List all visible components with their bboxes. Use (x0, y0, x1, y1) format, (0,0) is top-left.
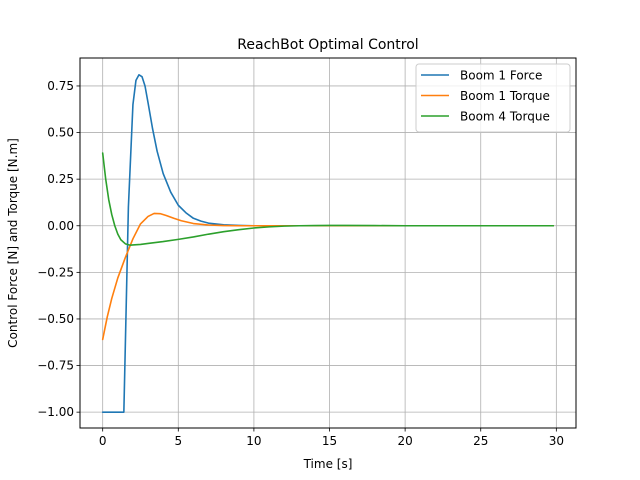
y-tick-label: −1.00 (37, 405, 74, 419)
x-tick-label: 25 (473, 434, 488, 448)
legend: Boom 1 Force Boom 1 Torque Boom 4 Torque (415, 63, 571, 133)
legend-box (415, 63, 571, 133)
y-tick-label: 0.75 (47, 79, 74, 93)
x-tick-label: 30 (549, 434, 564, 448)
x-tick-label: 10 (246, 434, 261, 448)
grid (80, 58, 576, 428)
y-tick-label: 0.25 (47, 172, 74, 186)
series-group (101, 73, 555, 413)
series-line-3 (101, 152, 555, 246)
x-tick-label: 5 (174, 434, 182, 448)
legend-label-3: Boom 4 Torque (460, 110, 550, 124)
chart-title: ReachBot Optimal Control (237, 37, 418, 53)
x-axis-label: Time [s] (303, 457, 353, 471)
y-tick-label: −0.75 (37, 359, 74, 373)
plot-frame (79, 57, 577, 429)
x-tick-label: 15 (322, 434, 337, 448)
legend-label-1: Boom 1 Force (460, 69, 542, 83)
legend-label-2: Boom 1 Torque (460, 89, 550, 103)
y-tick-label: −0.50 (37, 312, 74, 326)
ticks: 0 5 10 15 20 25 30 −1.00 −0.75 −0.50 −0.25 0.00 0.25… (37, 79, 564, 448)
y-tick-label: 0.50 (47, 126, 74, 140)
y-axis-label: Control Force [N] and Torque [N.m] (6, 138, 20, 348)
x-tick-label: 20 (397, 434, 412, 448)
y-tick-label: −0.25 (37, 265, 74, 279)
y-tick-label: 0.00 (47, 219, 74, 233)
x-tick-label: 0 (99, 434, 107, 448)
